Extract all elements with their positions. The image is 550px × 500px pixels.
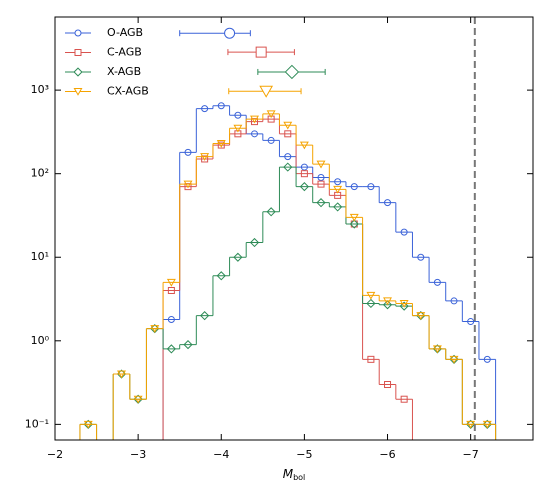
marker [366, 291, 376, 300]
marker [333, 185, 343, 194]
marker [74, 49, 82, 56]
marker [433, 278, 441, 286]
x-tick-label: −6 [379, 448, 395, 461]
x-tick-label: −2 [47, 448, 63, 461]
marker [300, 163, 308, 171]
marker [184, 148, 192, 156]
marker [259, 85, 274, 98]
marker [400, 395, 408, 403]
marker [299, 182, 309, 192]
marker [166, 344, 176, 354]
marker [166, 278, 176, 287]
marker [217, 141, 225, 149]
marker [417, 253, 425, 261]
y-tick-label: 10³ [31, 83, 49, 96]
plot-frame [54, 16, 534, 441]
marker [350, 183, 358, 191]
marker [284, 153, 292, 161]
marker [201, 105, 209, 113]
marker [167, 315, 175, 323]
marker [432, 345, 442, 354]
marker [133, 395, 143, 404]
marker [450, 297, 458, 305]
marker [216, 139, 226, 148]
marker [466, 420, 476, 429]
marker [183, 180, 193, 189]
marker [383, 297, 392, 306]
marker [284, 130, 292, 138]
marker [250, 115, 259, 124]
x-tick-label: −4 [213, 448, 229, 461]
marker [150, 325, 160, 333]
legend-label: X-AGB [107, 65, 141, 78]
plot-area [79, 102, 497, 440]
marker [200, 311, 210, 321]
marker [267, 115, 275, 123]
marker [217, 102, 225, 110]
marker [483, 355, 491, 363]
marker [283, 121, 293, 130]
marker [367, 183, 375, 191]
marker [233, 124, 243, 133]
marker [317, 180, 325, 188]
marker [399, 299, 409, 308]
x-label-sub: bol [293, 473, 305, 482]
marker [234, 111, 242, 119]
marker [224, 27, 236, 39]
marker [249, 237, 260, 248]
x-axis-label: Mbol [283, 467, 306, 482]
marker [416, 312, 426, 320]
marker [74, 29, 82, 37]
marker [201, 155, 209, 163]
marker [299, 141, 309, 150]
legend-label: C-AGB [107, 46, 142, 59]
marker [251, 130, 259, 138]
x-label-main: M [283, 467, 294, 481]
marker [349, 219, 359, 229]
marker [316, 160, 326, 169]
marker [233, 252, 243, 262]
marker [366, 298, 376, 309]
marker [117, 370, 126, 379]
marker [349, 213, 359, 222]
marker [482, 420, 492, 429]
marker [334, 178, 342, 186]
y-tick-label: 10⁻¹ [25, 417, 49, 430]
marker [183, 340, 193, 350]
marker [367, 355, 375, 363]
marker [216, 271, 226, 281]
marker [384, 199, 392, 207]
marker [283, 162, 293, 172]
y-tick-label: 10² [31, 167, 49, 180]
marker [255, 46, 267, 58]
marker [384, 380, 392, 388]
marker [300, 170, 308, 178]
marker [333, 202, 343, 212]
y-tick-label: 10⁰ [31, 334, 50, 347]
legend-label: O-AGB [107, 26, 143, 39]
legend-label: CX-AGB [107, 85, 149, 98]
marker [316, 198, 326, 208]
marker [266, 207, 276, 217]
x-tick-label: −5 [296, 448, 312, 461]
marker [267, 136, 275, 144]
y-tick-label: 10¹ [31, 250, 49, 263]
marker [399, 301, 409, 311]
x-tick-label: −7 [463, 448, 479, 461]
marker [167, 286, 175, 294]
marker [83, 420, 93, 429]
marker [400, 228, 408, 236]
marker [382, 300, 393, 310]
marker [467, 318, 475, 326]
marker [266, 110, 276, 119]
marker [317, 174, 325, 182]
marker [449, 355, 459, 364]
marker [200, 153, 210, 161]
marker [284, 64, 300, 80]
marker [73, 67, 83, 77]
x-tick-label: −3 [130, 448, 146, 461]
marker [73, 88, 83, 96]
